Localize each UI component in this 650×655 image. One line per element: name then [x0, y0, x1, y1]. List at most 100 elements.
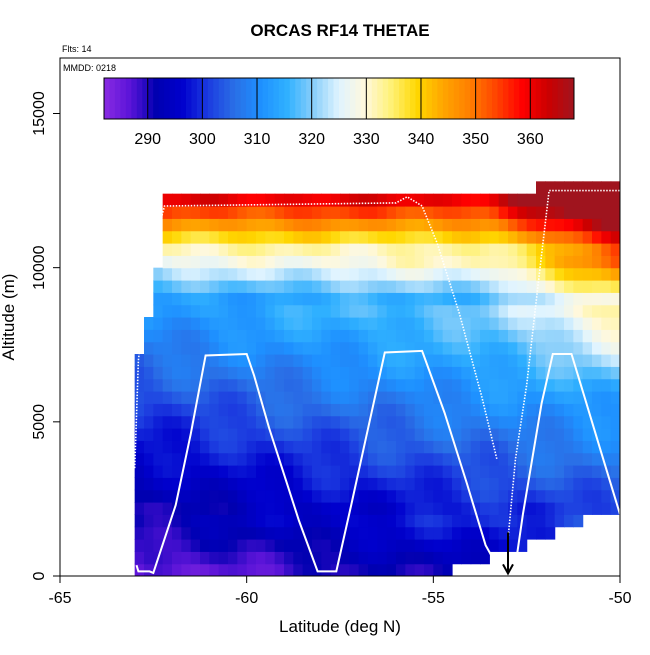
field-cell [564, 415, 574, 429]
field-cell [573, 206, 584, 219]
field-cell [377, 403, 388, 417]
field-cell [172, 230, 182, 244]
field-cell [284, 292, 294, 306]
field-cell [246, 514, 257, 528]
field-cell [172, 341, 182, 355]
field-cell [377, 563, 388, 576]
field-cell [433, 255, 444, 269]
field-cell [545, 193, 556, 207]
field-cell [246, 428, 257, 441]
field-cell [424, 539, 434, 552]
colorbar-cell [415, 78, 422, 119]
field-cell [480, 403, 490, 417]
field-cell [368, 354, 378, 367]
field-cell [218, 403, 229, 417]
colorbar-frame [103, 77, 575, 120]
field-cell [536, 465, 546, 478]
field-cell [517, 292, 528, 306]
field-cell [368, 341, 378, 355]
field-cell [573, 477, 584, 491]
field-cell [470, 354, 481, 367]
field-cell [601, 366, 612, 380]
field-cell [256, 477, 266, 491]
field-cell [190, 489, 201, 503]
field-cell [330, 317, 341, 330]
field-cell [256, 563, 266, 576]
x-axis: -65 -60 -55 -50 [48, 576, 632, 607]
field-cell [470, 267, 481, 281]
flight-track-upper-line [133, 195, 498, 469]
field-cell [470, 366, 481, 380]
field-cell [377, 526, 388, 540]
field-cell [181, 243, 192, 256]
field-cell [424, 329, 434, 343]
field-cell [610, 502, 620, 515]
field-cell [498, 415, 509, 429]
field-cell [498, 280, 509, 293]
field-cell [498, 539, 509, 552]
field-cell [162, 280, 173, 293]
field-cell [489, 502, 500, 515]
field-cell [554, 477, 565, 491]
field-cell [330, 255, 341, 269]
field-cell [218, 304, 229, 318]
field-cell [386, 329, 397, 343]
field-cell [265, 366, 276, 380]
field-cell [181, 230, 192, 244]
colorbar-cell [524, 78, 531, 119]
field-cell [433, 514, 444, 528]
field-cell [293, 218, 304, 232]
field-cell [545, 514, 556, 528]
field-cell [209, 526, 220, 540]
field-cell [256, 551, 266, 565]
field-cell [452, 539, 462, 552]
field-cell [526, 317, 537, 330]
field-cell [554, 230, 565, 244]
field-cell [564, 304, 574, 318]
field-cell [302, 206, 313, 219]
field-cell [480, 243, 490, 256]
field-cell [498, 354, 509, 367]
field-cell [190, 452, 201, 466]
field-cell [396, 428, 406, 441]
field-cell [386, 354, 397, 367]
field-cell [489, 391, 500, 404]
field-cell [517, 526, 528, 540]
field-cell [200, 267, 210, 281]
field-cell [181, 465, 192, 478]
field-cell [424, 206, 434, 219]
field-cell [592, 292, 602, 306]
field-cell [610, 477, 620, 491]
sounding-marker-icon [502, 532, 514, 576]
field-cell [368, 304, 378, 318]
field-cell [610, 304, 620, 318]
field-cell [424, 341, 434, 355]
field-cell [228, 526, 238, 540]
field-cell [526, 502, 537, 515]
colorbar-cell [262, 78, 269, 119]
colorbar-cell [131, 78, 138, 119]
field-cell [162, 218, 173, 232]
field-cell [358, 452, 369, 466]
field-cell [433, 218, 444, 232]
colorbar-cell [366, 78, 373, 119]
field-cell [452, 366, 462, 380]
field-cell [582, 354, 593, 367]
field-cell [424, 465, 434, 478]
field-cell [190, 514, 201, 528]
field-cell [200, 206, 210, 219]
field-cell [377, 378, 388, 392]
field-cell [368, 255, 378, 269]
field-cell [424, 366, 434, 380]
field-cell [237, 502, 248, 515]
field-cell [592, 415, 602, 429]
field-cell [162, 243, 173, 256]
colorbar-ticks: 290 300 310 320 330 340 350 360 [134, 78, 544, 148]
field-cell [237, 255, 248, 269]
field-cell [200, 452, 210, 466]
colorbar-cell [492, 78, 498, 119]
field-cell [368, 267, 378, 281]
field-cell [424, 317, 434, 330]
field-cell [377, 465, 388, 478]
field-cell [592, 391, 602, 404]
